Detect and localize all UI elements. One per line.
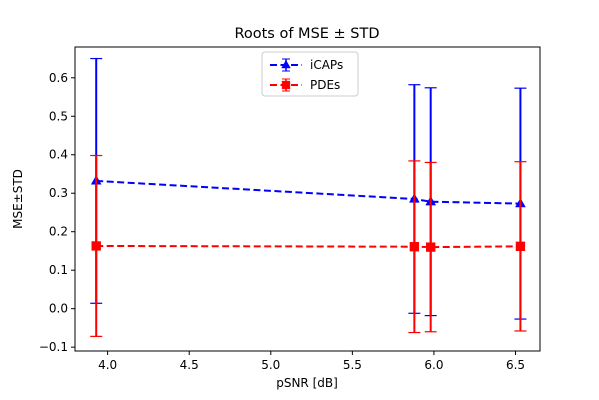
data-point: [426, 242, 436, 252]
series-pdes: [90, 154, 527, 337]
legend-marker: [281, 59, 291, 69]
legend-entry: iCAPs: [270, 58, 343, 72]
data-point: [409, 242, 420, 252]
plot-frame: [74, 46, 541, 352]
x-tick-label: 5.0: [261, 358, 280, 372]
x-tick-label: 6.0: [424, 358, 443, 372]
chart-title: Roots of MSE ± STD: [234, 26, 379, 42]
plot-area: [90, 57, 527, 337]
y-tick-label: 0.4: [49, 148, 68, 162]
legend-marker: [281, 80, 291, 90]
y-axis-label: MSE±STD: [11, 169, 25, 229]
x-tick-label: 6.5: [506, 358, 525, 372]
y-axis: −0.1 0.0 0.1 0.2 0.3 0.4 0.5 0.6: [39, 71, 75, 354]
x-axis-label: pSNR [dB]: [276, 376, 338, 390]
y-tick-label: 0.1: [49, 263, 68, 277]
x-tick-label: 4.0: [98, 358, 117, 372]
y-tick-label: 0.2: [49, 225, 68, 239]
x-tick-label: 5.5: [343, 358, 362, 372]
series-line: [96, 244, 521, 249]
series-line: [96, 179, 521, 205]
x-tick-label: 4.5: [180, 358, 199, 372]
y-tick-label: 0.0: [49, 302, 68, 316]
y-tick-label: 0.3: [49, 186, 68, 200]
legend: iCAPs PDEs: [261, 51, 359, 97]
legend-label: iCAPs: [310, 58, 343, 72]
legend-entry: PDEs: [270, 78, 340, 92]
y-tick-label: 0.6: [49, 71, 68, 85]
data-point: [515, 241, 526, 252]
data-point: [91, 241, 101, 251]
y-tick-label: 0.5: [49, 109, 68, 123]
legend-label: PDEs: [310, 78, 340, 92]
x-axis: 4.0 4.5 5.0 5.5 6.0 6.5: [98, 351, 525, 372]
y-tick-label: −0.1: [39, 340, 68, 354]
